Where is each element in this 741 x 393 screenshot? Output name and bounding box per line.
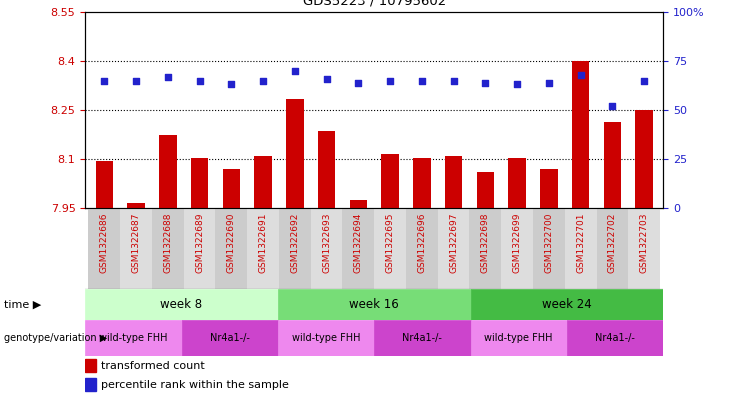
Bar [413,158,431,208]
Text: GSM1322695: GSM1322695 [385,212,395,273]
Point [511,81,523,88]
Bar [501,208,533,289]
Text: GSM1322697: GSM1322697 [449,212,458,273]
Point [130,77,142,84]
Bar [636,110,653,208]
Text: GSM1322692: GSM1322692 [290,212,299,273]
Bar [152,208,184,289]
Text: GDS5223 / 10795602: GDS5223 / 10795602 [302,0,446,8]
Bar [565,208,597,289]
Text: GSM1322702: GSM1322702 [608,212,617,273]
Text: GSM1322700: GSM1322700 [545,212,554,273]
Point [321,75,333,82]
Bar [476,172,494,208]
Bar [470,208,501,289]
Text: GSM1322691: GSM1322691 [259,212,268,273]
Bar [120,208,152,289]
Text: week 24: week 24 [542,298,592,311]
Bar [286,99,304,208]
Text: time ▶: time ▶ [4,299,41,310]
Bar [254,156,272,208]
Text: wild-type FHH: wild-type FHH [485,333,553,343]
Text: GSM1322686: GSM1322686 [100,212,109,273]
Bar [445,156,462,208]
Point [257,77,269,84]
Point [162,73,173,80]
Text: GSM1322698: GSM1322698 [481,212,490,273]
Bar [604,121,621,208]
Bar [222,169,240,208]
Text: wild-type FHH: wild-type FHH [99,333,167,343]
Text: week 16: week 16 [349,298,399,311]
Text: percentile rank within the sample: percentile rank within the sample [102,380,289,389]
Text: Nr4a1-/-: Nr4a1-/- [402,333,442,343]
Bar [247,208,279,289]
Text: Nr4a1-/-: Nr4a1-/- [595,333,635,343]
Point [99,77,110,84]
Text: GSM1322690: GSM1322690 [227,212,236,273]
Bar [182,320,278,356]
Bar [279,208,310,289]
Text: GSM1322703: GSM1322703 [639,212,648,273]
Point [384,77,396,84]
Bar [533,208,565,289]
Bar [85,320,182,356]
Bar [184,208,216,289]
Text: wild-type FHH: wild-type FHH [292,333,360,343]
Text: week 8: week 8 [161,298,202,311]
Point [353,79,365,86]
Bar [159,134,176,208]
Bar [438,208,470,289]
Text: GSM1322689: GSM1322689 [195,212,204,273]
Bar [318,131,335,208]
Text: Nr4a1-/-: Nr4a1-/- [210,333,250,343]
Text: GSM1322687: GSM1322687 [131,212,141,273]
Bar [471,320,567,356]
Point [448,77,459,84]
Point [575,72,587,78]
Point [225,81,237,88]
Bar [406,208,438,289]
Text: GSM1322701: GSM1322701 [576,212,585,273]
Bar [540,169,557,208]
Bar [567,320,663,356]
Bar [85,289,278,320]
Bar [127,204,144,208]
Bar [350,200,367,208]
Bar [572,61,589,208]
Bar [278,320,374,356]
Point [193,77,205,84]
Bar [96,161,113,208]
Point [479,79,491,86]
Bar [374,208,406,289]
Text: GSM1322699: GSM1322699 [513,212,522,273]
Bar [310,208,342,289]
Bar [88,208,120,289]
Text: genotype/variation ▶: genotype/variation ▶ [4,333,107,343]
Bar [597,208,628,289]
Point [638,77,650,84]
Text: GSM1322694: GSM1322694 [353,212,363,273]
Text: GSM1322688: GSM1322688 [163,212,173,273]
Text: transformed count: transformed count [102,361,205,371]
Bar [216,208,247,289]
Text: GSM1322696: GSM1322696 [417,212,426,273]
Bar [471,289,663,320]
Bar [628,208,660,289]
Bar [191,158,208,208]
Bar [508,158,526,208]
Bar [85,359,96,373]
Text: GSM1322693: GSM1322693 [322,212,331,273]
Bar [342,208,374,289]
Bar [382,154,399,208]
Bar [278,289,471,320]
Point [289,68,301,74]
Bar [374,320,471,356]
Bar [85,378,96,391]
Point [416,77,428,84]
Point [606,103,618,109]
Point [543,79,555,86]
